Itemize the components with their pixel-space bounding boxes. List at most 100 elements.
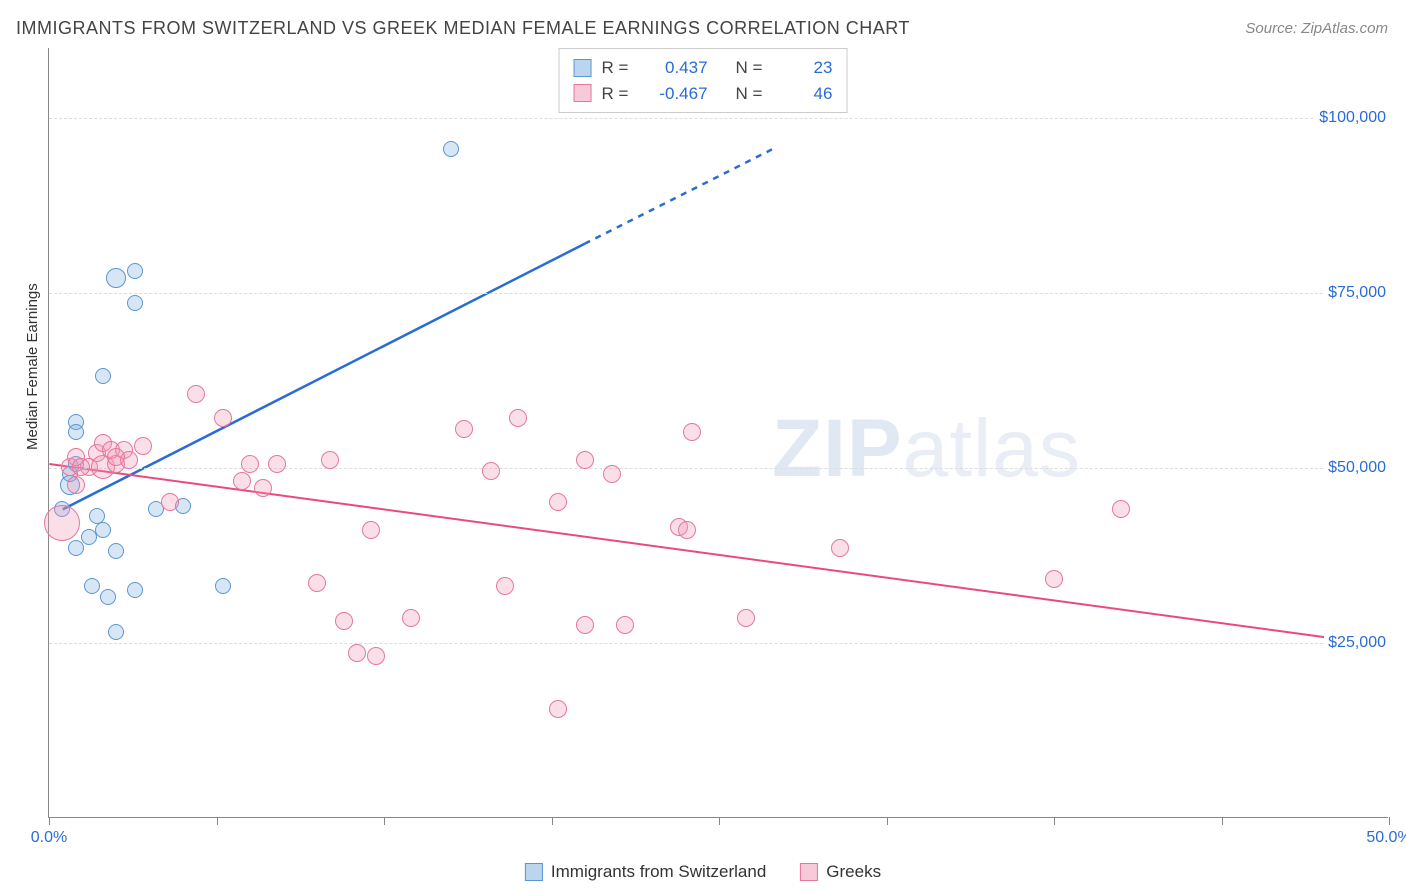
data-point [455, 420, 473, 438]
swatch-pink-icon [574, 84, 592, 102]
data-point [443, 141, 459, 157]
ytick-label: $50,000 [1324, 459, 1390, 477]
chart-container: IMMIGRANTS FROM SWITZERLAND VS GREEK MED… [0, 0, 1406, 892]
data-point [482, 462, 500, 480]
gridline [49, 293, 1388, 294]
trendline [49, 464, 1387, 646]
data-point [616, 616, 634, 634]
data-point [268, 455, 286, 473]
data-point [576, 451, 594, 469]
source-value: ZipAtlas.com [1301, 20, 1388, 37]
data-point [678, 521, 696, 539]
data-point [254, 479, 272, 497]
trendlines-layer [49, 48, 1388, 817]
data-point [127, 582, 143, 598]
data-point [335, 612, 353, 630]
data-point [683, 423, 701, 441]
data-point [44, 505, 80, 541]
xtick [49, 817, 50, 825]
xtick [1389, 817, 1390, 825]
legend-label-blue: Immigrants from Switzerland [551, 862, 766, 882]
chart-title: IMMIGRANTS FROM SWITZERLAND VS GREEK MED… [16, 18, 910, 39]
data-point [233, 472, 251, 490]
data-point [496, 577, 514, 595]
data-point [241, 455, 259, 473]
data-point [161, 493, 179, 511]
data-point [321, 451, 339, 469]
ytick-label: $25,000 [1324, 634, 1390, 652]
data-point [127, 263, 143, 279]
data-point [402, 609, 420, 627]
n-value-pink: 46 [772, 81, 832, 107]
data-point [509, 409, 527, 427]
source-attribution: Source: ZipAtlas.com [1245, 20, 1388, 37]
watermark-bold: ZIP [772, 403, 903, 494]
data-point [106, 268, 126, 288]
trendline-solid [63, 244, 585, 510]
data-point [68, 540, 84, 556]
gridline [49, 643, 1388, 644]
data-point [362, 521, 380, 539]
xtick [384, 817, 385, 825]
data-point [348, 644, 366, 662]
r-value-blue: 0.437 [648, 55, 708, 81]
xtick-label: 0.0% [31, 829, 67, 847]
legend-row-pink: R = -0.467 N = 46 [574, 81, 833, 107]
data-point [72, 458, 90, 476]
data-point [107, 448, 125, 466]
data-point [576, 616, 594, 634]
swatch-blue-icon [574, 59, 592, 77]
xtick [1222, 817, 1223, 825]
data-point [308, 574, 326, 592]
gridline [49, 118, 1388, 119]
r-label: R = [602, 55, 638, 81]
r-label: R = [602, 81, 638, 107]
data-point [215, 578, 231, 594]
xtick-label: 50.0% [1366, 829, 1406, 847]
data-point [737, 609, 755, 627]
y-axis-label: Median Female Earnings [24, 283, 41, 450]
n-label: N = [736, 81, 763, 107]
data-point [134, 437, 152, 455]
series-legend: Immigrants from Switzerland Greeks [525, 862, 881, 882]
xtick [1054, 817, 1055, 825]
data-point [214, 409, 232, 427]
legend-item-pink: Greeks [800, 862, 881, 882]
data-point [95, 522, 111, 538]
xtick [719, 817, 720, 825]
legend-item-blue: Immigrants from Switzerland [525, 862, 766, 882]
correlation-legend: R = 0.437 N = 23 R = -0.467 N = 46 [559, 48, 848, 113]
data-point [367, 647, 385, 665]
data-point [67, 476, 85, 494]
xtick [217, 817, 218, 825]
ytick-label: $75,000 [1324, 284, 1390, 302]
data-point [549, 700, 567, 718]
data-point [1045, 570, 1063, 588]
watermark-rest: atlas [903, 403, 1081, 494]
data-point [831, 539, 849, 557]
data-point [187, 385, 205, 403]
data-point [100, 589, 116, 605]
data-point [108, 624, 124, 640]
xtick [887, 817, 888, 825]
data-point [95, 368, 111, 384]
plot-area: ZIPatlas $25,000 $50,000 $75,000 $100,000 0.… [48, 48, 1388, 818]
data-point [1112, 500, 1130, 518]
data-point [108, 543, 124, 559]
data-point [84, 578, 100, 594]
data-point [603, 465, 621, 483]
swatch-pink-icon [800, 863, 818, 881]
source-label: Source: [1245, 20, 1297, 37]
data-point [549, 493, 567, 511]
legend-row-blue: R = 0.437 N = 23 [574, 55, 833, 81]
legend-label-pink: Greeks [826, 862, 881, 882]
xtick [552, 817, 553, 825]
data-point [68, 424, 84, 440]
trendline-dashed [585, 149, 772, 243]
ytick-label: $100,000 [1315, 109, 1390, 127]
data-point [127, 295, 143, 311]
n-label: N = [736, 55, 763, 81]
r-value-pink: -0.467 [648, 81, 708, 107]
n-value-blue: 23 [772, 55, 832, 81]
watermark: ZIPatlas [772, 402, 1081, 496]
